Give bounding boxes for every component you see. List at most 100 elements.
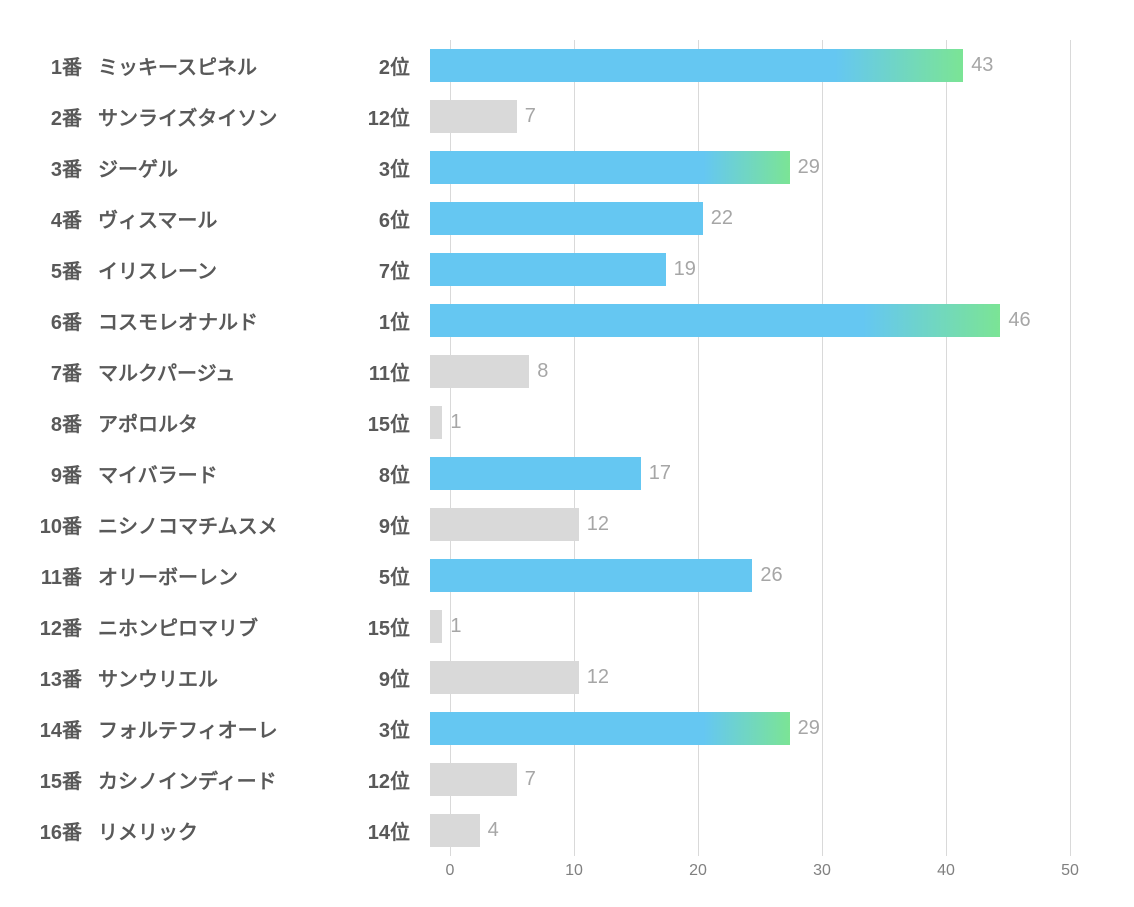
entry-rank: 2位 (330, 51, 430, 80)
bar (430, 253, 666, 286)
entry-number: 14番 (0, 714, 90, 743)
data-row: 13番サンウリエル9位 12 (0, 652, 1134, 703)
entry-rank: 1位 (330, 306, 430, 335)
entry-rank: 7位 (330, 255, 430, 284)
bar-value: 43 (971, 54, 993, 77)
entry-name: ニホンピロマリブ (90, 612, 330, 641)
bar (430, 508, 579, 541)
bar (430, 610, 442, 643)
entry-number: 7番 (0, 357, 90, 386)
bar (430, 100, 517, 133)
bar (430, 661, 579, 694)
data-row: 16番リメリック14位4 (0, 805, 1134, 856)
x-axis-label: 0 (446, 862, 455, 880)
chart-container: 1番ミッキースピネル2位432番サンライズタイソン12位73番ジーゲル3位294… (0, 0, 1134, 907)
entry-number: 6番 (0, 306, 90, 335)
entry-rank: 15位 (330, 612, 430, 641)
data-row: 12番ニホンピロマリブ15位 1 (0, 601, 1134, 652)
bar-cell: 29 (430, 142, 1070, 193)
entry-name: サンウリエル (90, 663, 330, 692)
bar (430, 712, 790, 745)
bar-cell: 22 (430, 193, 1070, 244)
entry-rank: 11位 (330, 357, 430, 386)
bar-value: 8 (537, 360, 548, 383)
bar (430, 559, 752, 592)
entry-name: マルクパージュ (90, 357, 330, 386)
bar-cell: 46 (430, 295, 1070, 346)
entry-rank: 3位 (330, 153, 430, 182)
bar-cell: 1 (430, 397, 1070, 448)
entry-rank: 8位 (330, 459, 430, 488)
data-row: 15番カシノインディード12位7 (0, 754, 1134, 805)
bar (430, 202, 703, 235)
bar-value: 1 (450, 615, 461, 638)
data-row: 7番マルクパージュ11位 8 (0, 346, 1134, 397)
entry-rank: 3位 (330, 714, 430, 743)
bar-value: 1 (450, 411, 461, 434)
entry-name: サンライズタイソン (90, 102, 330, 131)
bar-value: 12 (587, 513, 609, 536)
entry-number: 3番 (0, 153, 90, 182)
entry-name: ミッキースピネル (90, 51, 330, 80)
data-row: 11番オリーボーレン5位26 (0, 550, 1134, 601)
bar (430, 406, 442, 439)
bar (430, 355, 529, 388)
data-row: 8番アポロルタ15位1 (0, 397, 1134, 448)
entry-number: 13番 (0, 663, 90, 692)
entry-number: 1番 (0, 51, 90, 80)
bar-cell: 4 (430, 805, 1070, 856)
entry-name: フォルテフィオーレ (90, 714, 330, 743)
entry-name: コスモレオナルド (90, 306, 330, 335)
entry-number: 8番 (0, 408, 90, 437)
entry-name: イリスレーン (90, 255, 330, 284)
entry-name: カシノインディード (90, 765, 330, 794)
bar-value: 7 (525, 105, 536, 128)
bar-cell: 17 (430, 448, 1070, 499)
entry-rank: 14位 (330, 816, 430, 845)
x-axis-label: 30 (813, 862, 831, 880)
bar (430, 814, 480, 847)
bar (430, 304, 1000, 337)
entry-name: ニシノコマチムスメ (90, 510, 330, 539)
entry-rank: 9位 (330, 510, 430, 539)
x-axis-label: 20 (689, 862, 707, 880)
entry-number: 12番 (0, 612, 90, 641)
bar-value: 19 (674, 258, 696, 281)
bar-value: 12 (587, 666, 609, 689)
bar-cell: 26 (430, 550, 1070, 601)
x-axis-label: 50 (1061, 862, 1079, 880)
entry-rank: 15位 (330, 408, 430, 437)
entry-number: 4番 (0, 204, 90, 233)
entry-name: ヴィスマール (90, 204, 330, 233)
entry-number: 15番 (0, 765, 90, 794)
data-row: 14番フォルテフィオーレ3位 29 (0, 703, 1134, 754)
bar-value: 29 (798, 717, 820, 740)
bar-cell: 8 (430, 346, 1070, 397)
data-row: 10番ニシノコマチムスメ9位12 (0, 499, 1134, 550)
data-row: 1番ミッキースピネル2位 43 (0, 40, 1134, 91)
bar-value: 26 (760, 564, 782, 587)
x-axis: 01020304050 (450, 862, 1070, 880)
entry-number: 9番 (0, 459, 90, 488)
entry-rank: 12位 (330, 765, 430, 794)
data-row: 6番コスモレオナルド1位46 (0, 295, 1134, 346)
entry-rank: 5位 (330, 561, 430, 590)
data-row: 9番マイバラード8位17 (0, 448, 1134, 499)
bar-cell: 29 (430, 703, 1070, 754)
data-row: 3番ジーゲル3位29 (0, 142, 1134, 193)
bar (430, 49, 963, 82)
entry-rank: 6位 (330, 204, 430, 233)
x-axis-label: 40 (937, 862, 955, 880)
bar (430, 457, 641, 490)
data-row: 2番サンライズタイソン12位7 (0, 91, 1134, 142)
entry-name: リメリック (90, 816, 330, 845)
rows-area: 1番ミッキースピネル2位432番サンライズタイソン12位73番ジーゲル3位294… (0, 40, 1134, 856)
entry-rank: 12位 (330, 102, 430, 131)
entry-rank: 9位 (330, 663, 430, 692)
entry-number: 5番 (0, 255, 90, 284)
bar-cell: 1 (430, 601, 1070, 652)
bar-cell: 12 (430, 652, 1070, 703)
bar (430, 763, 517, 796)
bar-cell: 7 (430, 754, 1070, 805)
entry-name: マイバラード (90, 459, 330, 488)
